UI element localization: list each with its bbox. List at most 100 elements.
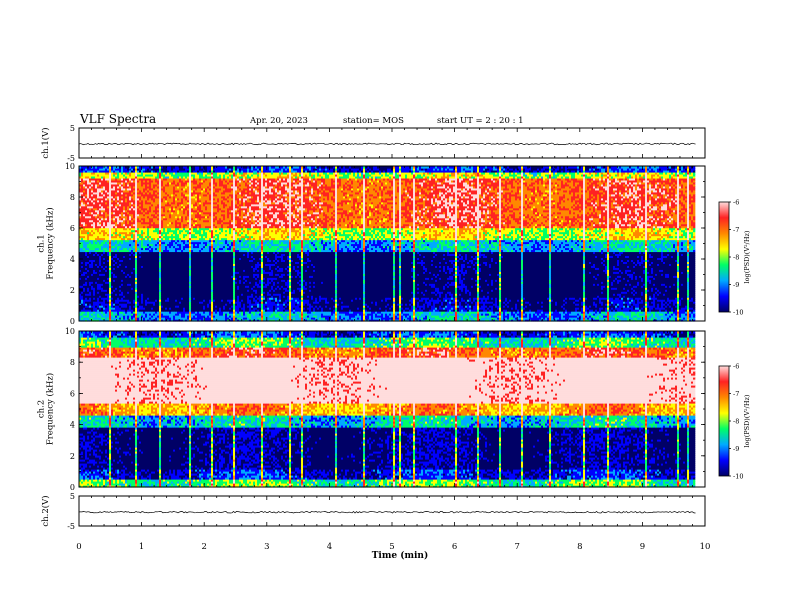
spectrogram-cell <box>105 313 108 316</box>
spectrogram-cell <box>487 317 490 320</box>
spectrogram-cell <box>123 317 126 320</box>
spectrogram-cell <box>469 313 472 316</box>
spectrogram-cell <box>683 315 686 318</box>
spectrogram-cell <box>223 319 226 322</box>
spectrogram-cell <box>357 319 360 322</box>
spectrogram-cell <box>529 319 532 322</box>
spectrogram-cell <box>677 311 680 314</box>
spectrogram-cell <box>149 315 152 318</box>
spectrogram-cell <box>373 317 376 320</box>
spectrogram-cell <box>231 317 234 320</box>
spectrogram-cell <box>621 313 624 316</box>
spectrogram-cell <box>95 309 98 312</box>
spectrogram-cell <box>407 309 410 312</box>
spectrogram-cell <box>417 315 420 318</box>
spectrogram-cell <box>319 309 322 312</box>
spectrogram-cell <box>269 317 272 320</box>
spectrogram-cell <box>413 319 416 322</box>
spectrogram-cell <box>583 315 586 318</box>
spectrogram-cell <box>677 313 680 316</box>
spectrogram-cell <box>491 315 494 318</box>
spectrogram-cell <box>335 315 338 318</box>
spectrogram-cell <box>557 311 560 314</box>
spectrogram-cell <box>649 319 652 322</box>
spectrogram-cell <box>693 315 696 318</box>
spectrogram-cell <box>269 311 272 314</box>
spectrogram-cell <box>623 311 626 314</box>
spectrogram-cell <box>619 311 622 314</box>
spectrogram-cell <box>653 311 656 314</box>
spectrogram-cell <box>463 313 466 316</box>
spectrogram-cell <box>641 313 644 316</box>
spectrogram-cell <box>621 309 624 312</box>
spectrogram-cell <box>533 319 536 322</box>
spectrogram-cell <box>251 317 254 320</box>
spectrogram-cell <box>323 311 326 314</box>
spectrogram-cell <box>99 319 102 322</box>
spectrogram-cell <box>121 317 124 320</box>
spectrogram-cell <box>159 315 162 318</box>
spectrogram-cell <box>487 313 490 316</box>
spectrogram-cell <box>363 319 366 322</box>
spectrogram-cell <box>265 315 268 318</box>
spectrogram-cell <box>257 315 260 318</box>
spectrogram-cell <box>563 311 566 314</box>
spectrogram-cell <box>405 309 408 312</box>
spectrogram-cell <box>255 319 258 322</box>
spectrogram-cell <box>97 311 100 314</box>
spectrogram-cell <box>691 311 694 314</box>
spectrogram-cell <box>249 311 252 314</box>
spectrogram-cell <box>315 317 318 320</box>
spectrogram-cell <box>403 317 406 320</box>
spectrogram-cell <box>133 309 136 312</box>
spectrogram-cell <box>445 313 448 316</box>
spectrogram-cell <box>655 311 658 314</box>
spectrogram-cell <box>381 311 384 314</box>
spectrogram-cell <box>101 309 104 312</box>
spectrogram-cell <box>593 317 596 320</box>
spectrogram-cell <box>445 309 448 312</box>
spectrogram-cell <box>131 309 134 312</box>
spectrogram-cell <box>621 317 624 320</box>
spectrogram-cell <box>129 309 132 312</box>
spectrogram-cell <box>569 317 572 320</box>
spectrogram-cell <box>687 319 690 322</box>
spectrogram-cell <box>551 315 554 318</box>
spectrogram-cell <box>197 309 200 312</box>
spectrogram-cell <box>679 315 682 318</box>
spectrogram-cell <box>231 313 234 316</box>
spectrogram-cell <box>161 313 164 316</box>
spectrogram-cell <box>185 309 188 312</box>
spectrogram-cell <box>573 319 576 322</box>
spectrogram-cell <box>83 319 86 322</box>
spectrogram-cell <box>93 319 96 322</box>
date-label: Apr. 20, 2023 <box>249 116 308 126</box>
spectrogram-cell <box>693 319 696 322</box>
spectrogram-cell <box>335 309 338 312</box>
spectrogram-cell <box>589 315 592 318</box>
spectrogram-cell <box>389 311 392 314</box>
spectrogram-cell <box>587 311 590 314</box>
spectrogram-cell <box>359 317 362 320</box>
spectrogram-cell <box>527 313 530 316</box>
spectrogram-cell <box>643 315 646 318</box>
spectrogram-cell <box>353 317 356 320</box>
ch1-waveform-panel: 5-5ch.1(V) <box>40 124 706 163</box>
spectrogram-cell <box>105 311 108 314</box>
spectrogram-cell <box>133 313 136 316</box>
spectrogram-cell <box>305 313 308 316</box>
spectrogram-cell <box>477 319 480 322</box>
spectrogram-cell <box>501 317 504 320</box>
spectrogram-cell <box>449 315 452 318</box>
spectrogram-cell <box>477 315 480 318</box>
spectrogram-cell <box>81 311 84 314</box>
spectrogram-cell <box>625 317 628 320</box>
spectrogram-cell <box>331 313 334 316</box>
spectrogram-cell <box>533 317 536 320</box>
spectrogram-cell <box>547 311 550 314</box>
spectrogram-cell <box>165 319 168 322</box>
spectrogram-cell <box>405 315 408 318</box>
spectrogram-cell <box>201 315 204 318</box>
spectrogram-cell <box>519 319 522 322</box>
spectrogram-cell <box>595 317 598 320</box>
